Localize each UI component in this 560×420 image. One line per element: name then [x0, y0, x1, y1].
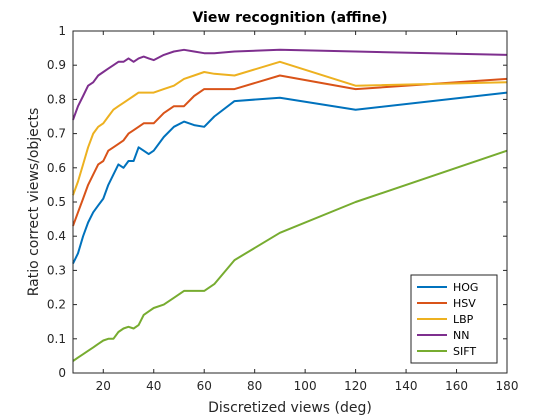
y-tick-label: 0.4 [47, 229, 66, 243]
legend-label-lbp: LBP [453, 313, 474, 326]
x-tick-label: 180 [496, 379, 519, 393]
series-layer [72, 48, 508, 362]
x-tick-label: 80 [247, 379, 262, 393]
x-tick-label: 40 [146, 379, 161, 393]
x-tick-label: 20 [96, 379, 111, 393]
legend-label-hog: HOG [453, 281, 478, 294]
y-tick-label: 0.6 [47, 161, 66, 175]
x-tick-label: 120 [344, 379, 367, 393]
chart-title: View recognition (affine) [192, 10, 387, 26]
ticks: 20 40 60 80 100 120 140 160 180 0 0.1 0.2 0.3 0.4 0.5 0… [47, 24, 519, 393]
series-line-hog [72, 91, 508, 265]
y-tick-label: 0.3 [47, 263, 66, 277]
y-tick-label: 0 [58, 366, 66, 380]
y-tick-label: 1 [58, 24, 66, 38]
y-tick-label: 0.2 [47, 298, 66, 312]
legend: HOG HSV LBP NN SIFT [410, 274, 498, 364]
y-tick-label: 0.1 [47, 332, 66, 346]
series-line-lbp [72, 60, 508, 196]
y-tick-label: 0.5 [47, 195, 66, 209]
y-tick-label: 0.8 [47, 92, 66, 106]
legend-label-sift: SIFT [453, 345, 476, 358]
x-tick-label: 140 [395, 379, 418, 393]
y-tick-label: 0.9 [47, 58, 66, 72]
series-line-nn [72, 48, 508, 121]
series-line-sift [72, 149, 508, 362]
y-tick-label: 0.7 [47, 127, 66, 141]
legend-label-hsv: HSV [453, 297, 476, 310]
series-line-hsv [72, 74, 508, 227]
x-axis-label: Discretized views (deg) [208, 400, 372, 416]
x-tick-label: 160 [445, 379, 468, 393]
x-tick-label: 60 [197, 379, 212, 393]
legend-label-nn: NN [453, 329, 469, 342]
x-tick-label: 100 [294, 379, 317, 393]
y-axis-label: Ratio correct views/objects [26, 108, 42, 297]
